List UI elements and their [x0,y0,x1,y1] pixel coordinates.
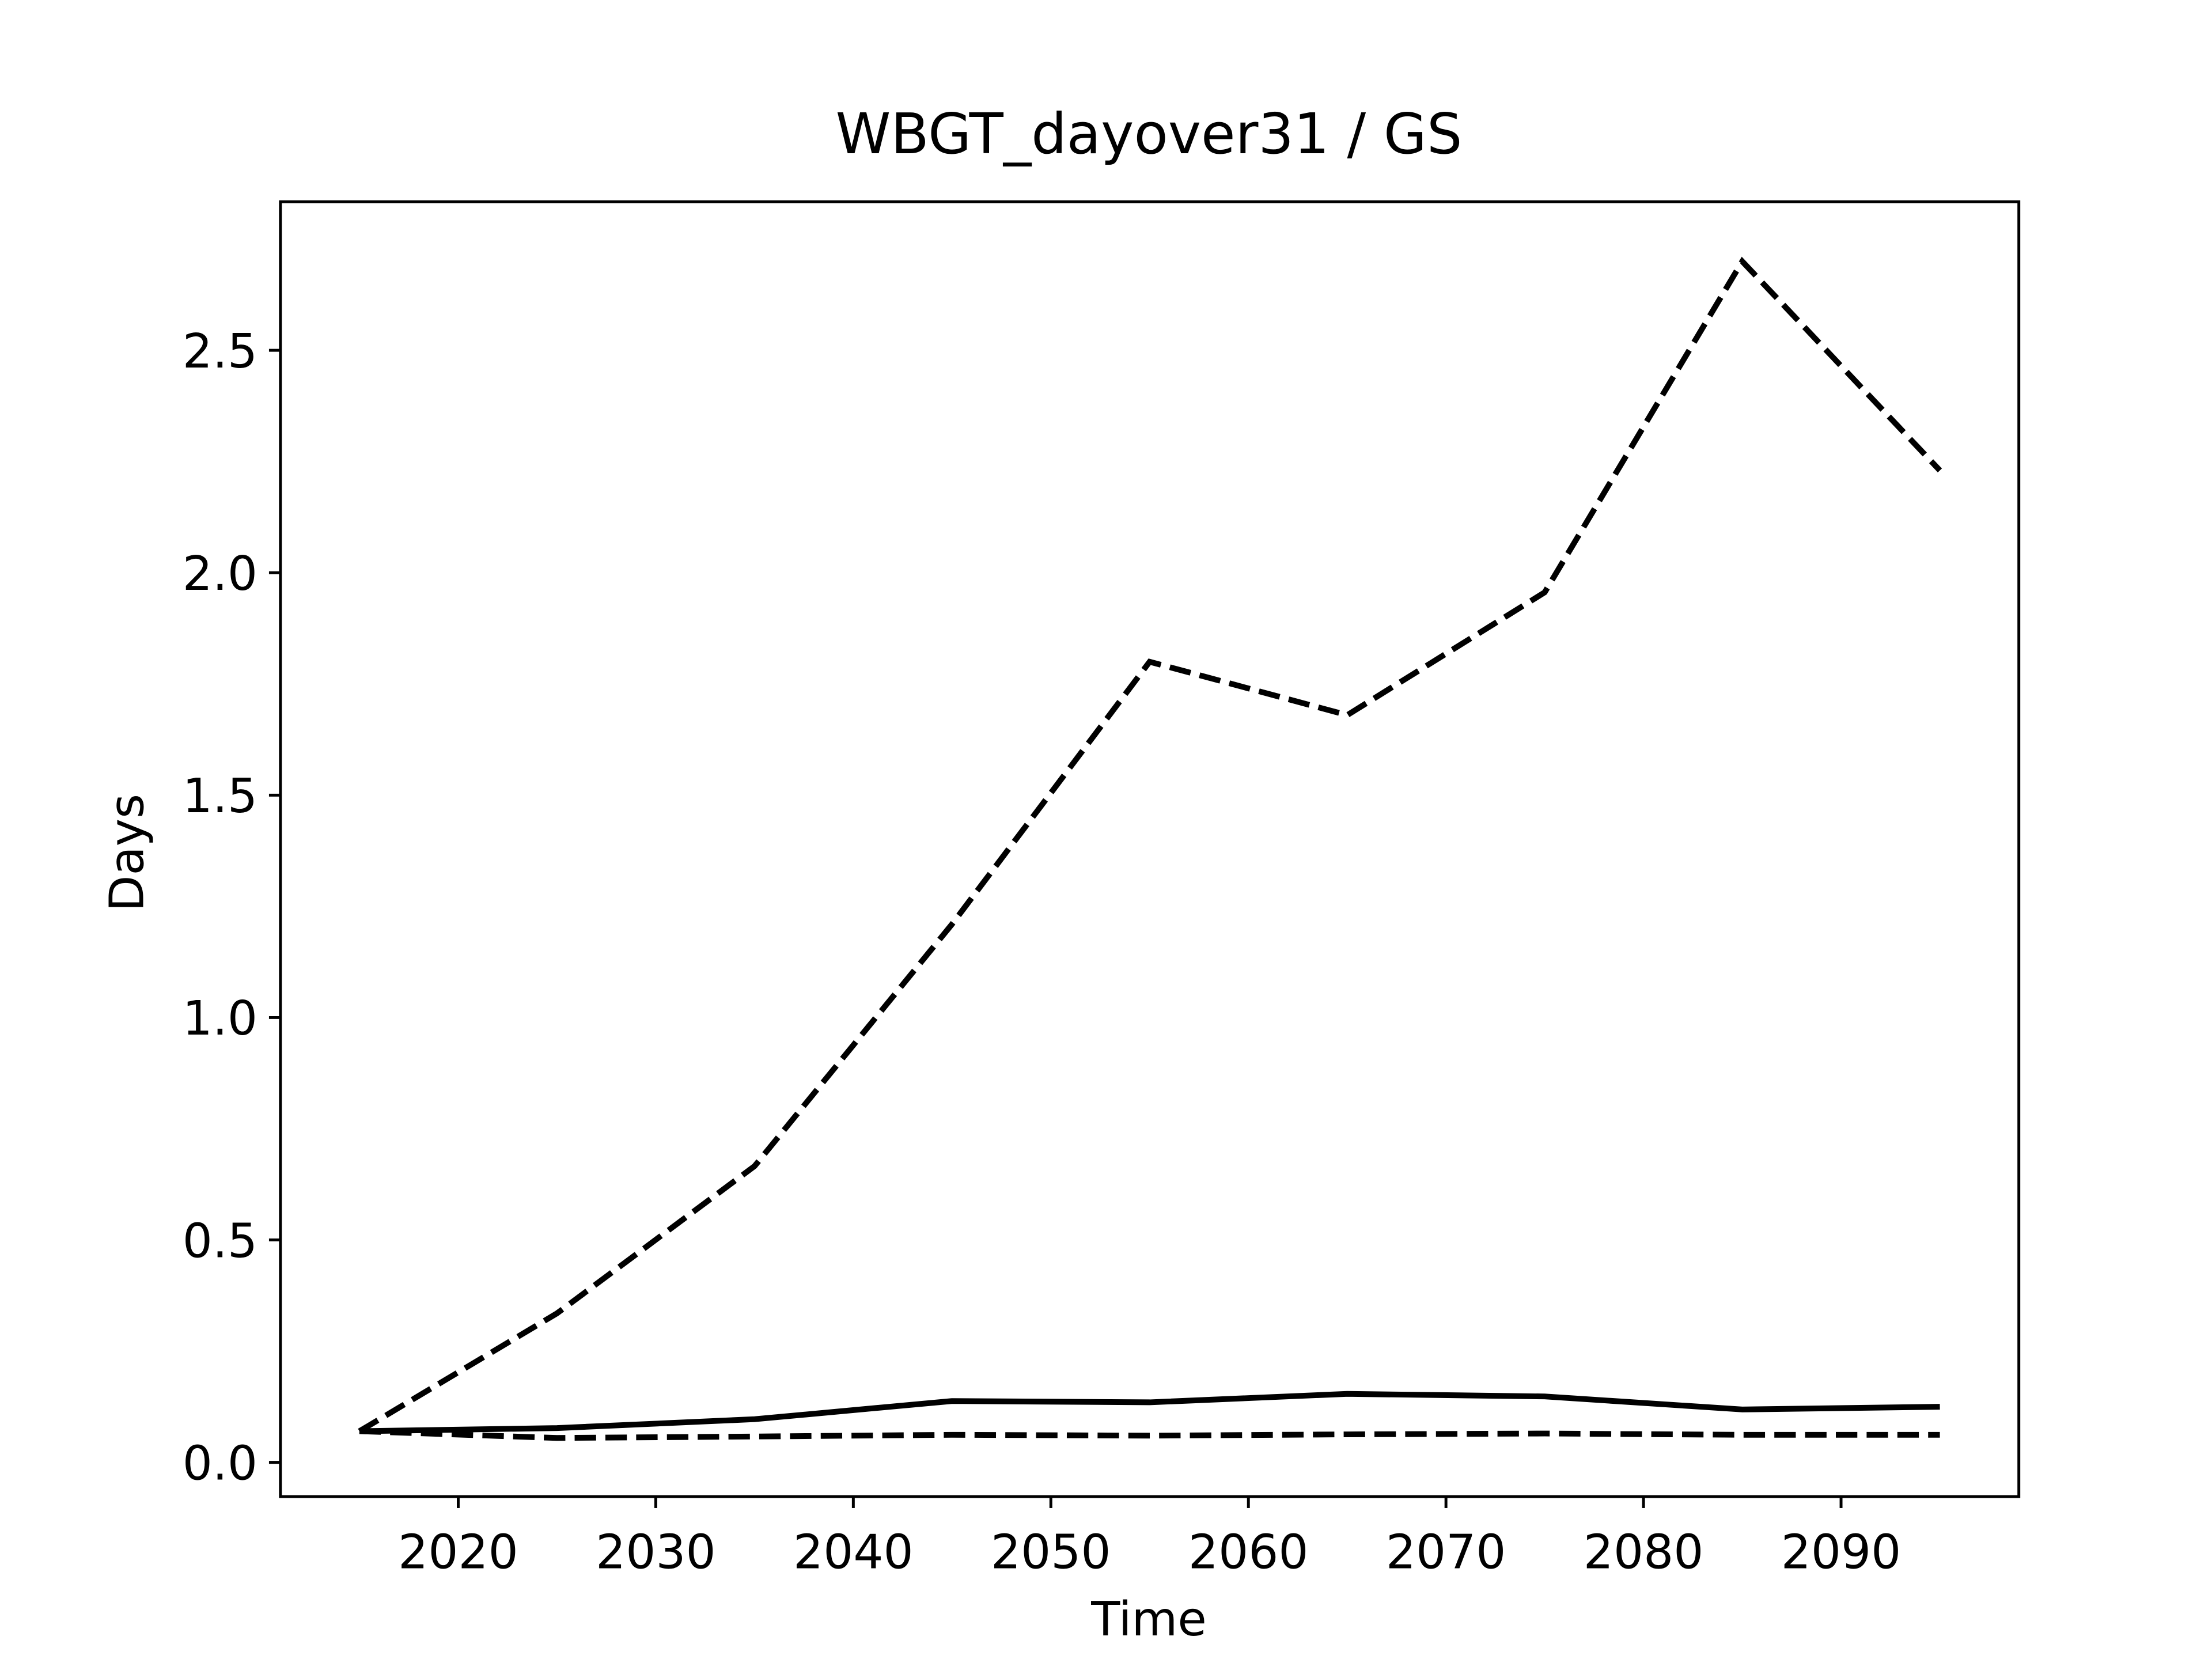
y-axis-label: Days [100,794,154,912]
x-tick-label: 2040 [793,1525,914,1580]
x-tick-label: 2070 [1386,1525,1506,1580]
chart-title: WBGT_dayover31 / GS [836,101,1463,166]
y-tick-label: 1.5 [183,769,257,824]
y-tick-label: 1.0 [183,991,257,1046]
x-tick-label: 2090 [1781,1525,1902,1580]
y-tick-label: 2.5 [183,324,257,379]
plot-frame [279,200,2021,1498]
y-tick-label: 2.0 [183,547,257,601]
y-tick-label: 0.5 [183,1214,257,1268]
series-line [359,1428,1940,1441]
x-tick-label: 2080 [1584,1525,1704,1580]
series-line [359,1391,1940,1434]
series-line [358,256,1942,1434]
x-tick-label: 2020 [398,1525,518,1580]
x-tick-label: 2060 [1188,1525,1309,1580]
x-axis-label: Time [1090,1592,1207,1647]
x-tick-label: 2050 [991,1525,1111,1580]
x-tick-label: 2030 [596,1525,716,1580]
y-tick-label: 0.0 [183,1436,257,1491]
